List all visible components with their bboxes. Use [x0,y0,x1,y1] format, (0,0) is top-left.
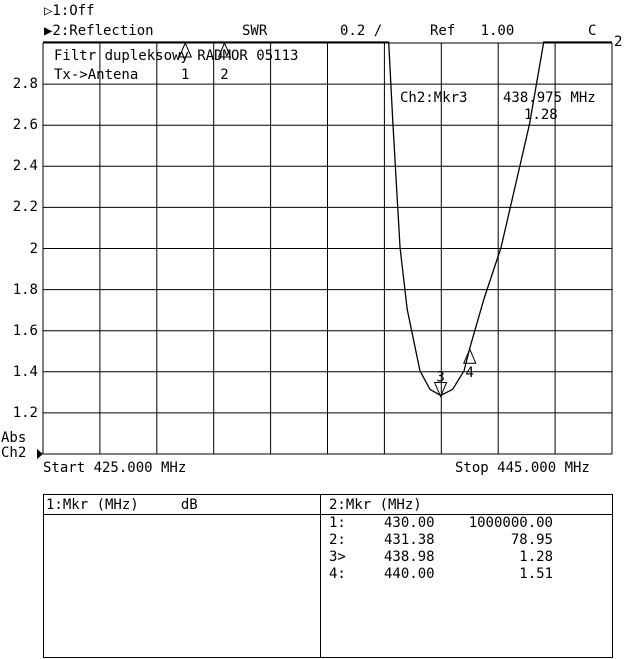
plot-title-line2: Tx->Antena [54,67,139,83]
marker-triangle-4 [462,347,477,364]
ref-label: Ref 1.00 [430,23,515,39]
marker-triangle-2 [217,41,232,58]
marker-row-value: 1.51 [519,566,553,582]
cal-indicator: C [588,23,597,39]
y-tick-label: 2.6 [12,117,38,134]
channel2-status: ▶2:Reflection [44,23,154,39]
marker-label-3: 3 [436,369,444,385]
reference-pointer-icon [37,449,43,459]
marker-triangle-3 [433,381,448,398]
channel1-status: ▷1:Off [44,3,95,19]
active-marker-freq: 438.975 MHz [503,90,596,106]
y-tick-label: 1.8 [12,281,38,298]
y-tick-label: 2.8 [12,76,38,93]
active-marker-label: Ch2:Mkr3 [400,90,468,106]
y-tick-label: 2.2 [12,199,38,216]
stop-frequency: Stop 445.000 MHz [455,460,590,476]
marker-label-2: 2 [220,67,228,83]
marker-row-id: 4: [329,566,346,582]
marker-table: 1:Mkr (MHz) dB 2:Mkr (MHz) 1: 430.00 10000… [43,494,613,658]
abs-label: Abs [1,430,27,446]
y-tick-label: 1.4 [12,363,38,380]
ch2-marker-header: 2:Mkr (MHz) [329,497,422,513]
scale-label: 0.2 / [340,23,383,39]
marker-row-value: 78.95 [510,532,553,548]
start-frequency: Start 425.000 MHz [43,460,187,476]
swr-plot: 1 2 3 4 [37,41,613,459]
ch1-marker-header: 1:Mkr (MHz) dB [46,497,198,513]
y-tick-label: 1.2 [12,404,38,421]
y-tick-label: 1.6 [12,322,38,339]
marker-row-freq: 431.38 [384,532,435,548]
y-tick-label: 2.4 [12,158,38,175]
channel-number: 2 [614,34,623,50]
channel-label: Ch2 [1,445,27,461]
marker-label-1: 1 [181,67,189,83]
marker-row-freq: 438.98 [384,549,435,565]
marker-row-id: 1: [329,515,346,531]
y-tick-label: 2 [29,240,38,257]
marker-row-id: 3> [329,549,346,565]
marker-row-freq: 440.00 [384,566,435,582]
active-marker-value: 1.28 [524,107,558,123]
marker-row-freq: 430.00 [384,515,435,531]
swr-trace [43,41,612,397]
marker-triangle-1 [178,41,193,58]
marker-row-value: 1000000.00 [468,515,553,531]
plot-title-line1: Filtr dupleksowy RADMOR 05113 [54,48,299,64]
marker-row-id: 2: [329,532,346,548]
marker-label-4: 4 [466,365,474,381]
format-label: SWR [242,23,268,39]
marker-row-value: 1.28 [519,549,553,565]
